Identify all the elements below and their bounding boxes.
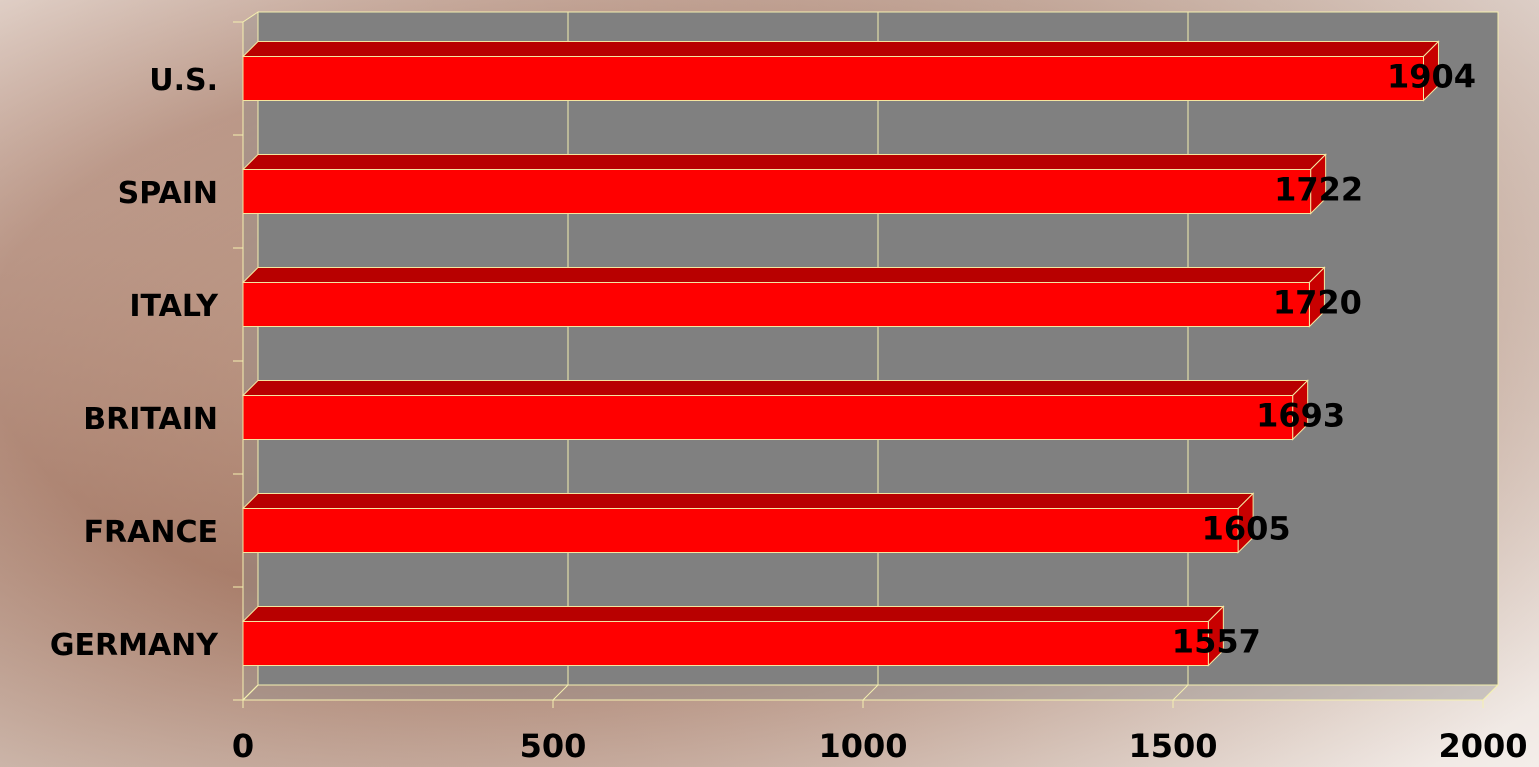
x-tick-label: 1500 [1128, 727, 1217, 765]
y-tick-label: ITALY [129, 289, 219, 324]
bar-top [241, 493, 1255, 509]
y-tick-label: GERMANY [50, 628, 219, 663]
bar [242, 169, 1312, 214]
x-tick-label: 2000 [1438, 727, 1527, 765]
data-label: 1722 [1274, 171, 1363, 209]
data-label: 1557 [1172, 623, 1261, 661]
floor-grid-line [1172, 684, 1189, 701]
bar [242, 282, 1310, 327]
side-wall [242, 11, 259, 702]
bar-top [241, 154, 1327, 170]
y-tick-label: U.S. [149, 63, 218, 98]
floor-grid-line [862, 684, 879, 701]
floor-grid-line [1482, 684, 1499, 701]
x-tick-label: 0 [232, 727, 254, 765]
floor-grid-line [242, 684, 259, 701]
floor-grid-line [552, 684, 569, 701]
data-label: 1904 [1387, 58, 1476, 96]
bar-top [241, 267, 1326, 283]
bar [242, 621, 1209, 666]
bar-top [241, 41, 1440, 57]
bar [242, 508, 1239, 553]
data-label: 1605 [1202, 510, 1291, 548]
bar [242, 395, 1294, 440]
data-label: 1693 [1256, 397, 1345, 435]
x-tick-label: 1000 [818, 727, 907, 765]
y-tick-label: BRITAIN [83, 402, 218, 437]
bar-top [241, 380, 1309, 396]
data-label: 1720 [1273, 284, 1362, 322]
bar [242, 56, 1424, 101]
bar-top [241, 606, 1225, 622]
y-tick-label: FRANCE [84, 515, 218, 550]
x-tick-label: 500 [520, 727, 587, 765]
y-tick-label: SPAIN [118, 176, 218, 211]
